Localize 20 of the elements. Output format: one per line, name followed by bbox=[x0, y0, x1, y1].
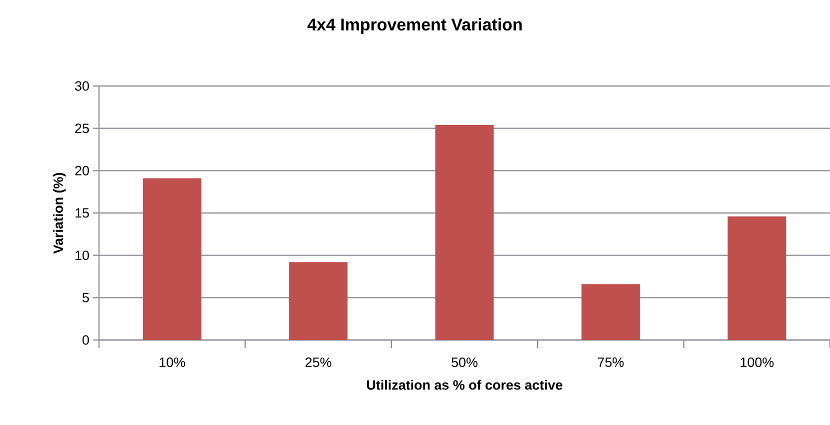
bar bbox=[581, 284, 640, 340]
x-tick-label: 100% bbox=[740, 358, 774, 368]
y-tick-label: 20 bbox=[75, 166, 89, 176]
bar bbox=[435, 124, 494, 340]
y-tick-label: 25 bbox=[75, 124, 89, 134]
y-tick-label: 5 bbox=[82, 292, 89, 302]
x-tick-label: 50% bbox=[452, 358, 478, 368]
x-axis-title: Utilization as % of cores active bbox=[367, 380, 562, 390]
y-tick-label: 10 bbox=[76, 250, 89, 260]
chart-title: 4x4 Improvement Variation bbox=[307, 18, 522, 34]
x-tick-label: 10% bbox=[160, 358, 186, 368]
y-tick-label: 15 bbox=[76, 208, 89, 218]
x-tick-label: 25% bbox=[306, 358, 332, 368]
x-tick-label: 75% bbox=[598, 358, 624, 367]
y-tick-label: 30 bbox=[75, 81, 89, 91]
y-tick-label: 0 bbox=[82, 335, 89, 345]
bar bbox=[728, 216, 786, 340]
bar bbox=[142, 178, 202, 340]
bar bbox=[289, 262, 348, 340]
y-axis-title: Variation (%) bbox=[53, 172, 66, 254]
